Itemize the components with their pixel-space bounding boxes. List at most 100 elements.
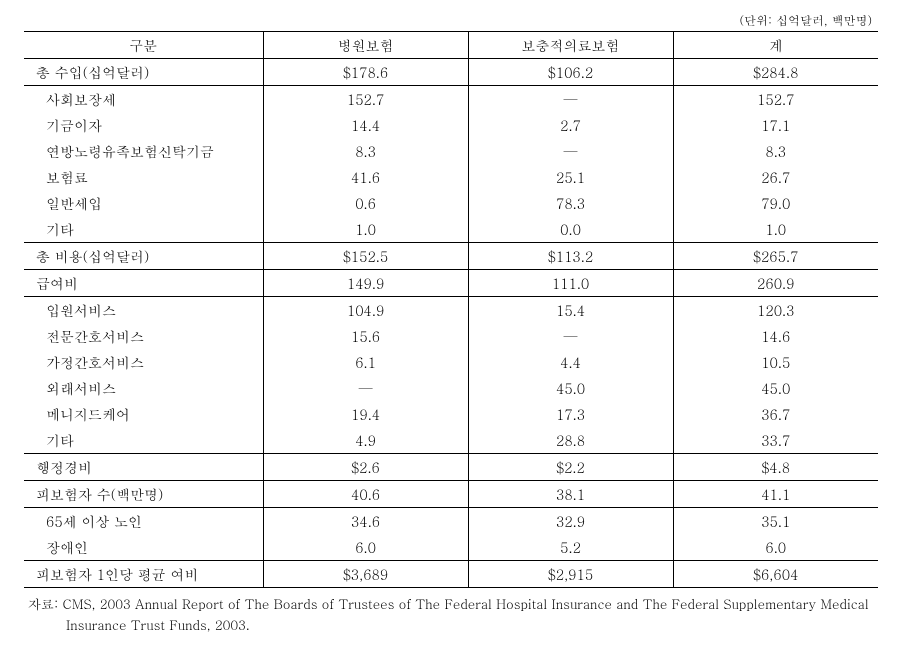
cell-value: 5.2 bbox=[468, 534, 673, 561]
cell-value: $2.6 bbox=[263, 454, 468, 481]
cell-value: $3,689 bbox=[263, 561, 468, 588]
cell-value: — bbox=[468, 86, 673, 113]
cell-value: 19.4 bbox=[263, 401, 468, 427]
cell-value: 15.6 bbox=[263, 323, 468, 349]
row-label: 피보험자 1인당 평균 여비 bbox=[24, 561, 263, 588]
row-label: 총 비용(십억달러) bbox=[24, 243, 263, 270]
cell-value: 41.1 bbox=[673, 481, 878, 508]
cell-value: 4.9 bbox=[263, 427, 468, 454]
table-body: 총 수입(십억달러)$178.6$106.2$284.8사회보장세152.7—1… bbox=[24, 59, 878, 588]
cell-value: 45.0 bbox=[673, 375, 878, 401]
table-row: 일반세입0.678.379.0 bbox=[24, 190, 878, 216]
table-row: 입원서비스104.915.4120.3 bbox=[24, 297, 878, 324]
source-note: 자료: CMS, 2003 Annual Report of The Board… bbox=[24, 594, 878, 636]
row-label: 장애인 bbox=[24, 534, 263, 561]
cell-value: $113.2 bbox=[468, 243, 673, 270]
cell-value: 0.6 bbox=[263, 190, 468, 216]
table-row: 65세 이상 노인34.632.935.1 bbox=[24, 508, 878, 535]
cell-value: 45.0 bbox=[468, 375, 673, 401]
table-row: 기타1.00.01.0 bbox=[24, 216, 878, 243]
cell-value: $284.8 bbox=[673, 59, 878, 86]
cell-value: 14.6 bbox=[673, 323, 878, 349]
unit-note: (단위: 십억달러, 백만명) bbox=[24, 12, 878, 29]
cell-value: 152.7 bbox=[673, 86, 878, 113]
row-label: 일반세입 bbox=[24, 190, 263, 216]
data-table: 구분 병원보험 보충적의료보험 계 총 수입(십억달러)$178.6$106.2… bbox=[24, 31, 878, 588]
cell-value: 6.1 bbox=[263, 349, 468, 375]
row-label: 피보험자 수(백만명) bbox=[24, 481, 263, 508]
row-label: 가정간호서비스 bbox=[24, 349, 263, 375]
cell-value: 2.7 bbox=[468, 112, 673, 138]
row-label: 기타 bbox=[24, 216, 263, 243]
cell-value: 34.6 bbox=[263, 508, 468, 535]
cell-value: 17.1 bbox=[673, 112, 878, 138]
cell-value: 41.6 bbox=[263, 164, 468, 190]
table-row: 가정간호서비스6.14.410.5 bbox=[24, 349, 878, 375]
cell-value: $2.2 bbox=[468, 454, 673, 481]
col-header-label: 구분 bbox=[24, 32, 263, 59]
table-row: 총 수입(십억달러)$178.6$106.2$284.8 bbox=[24, 59, 878, 86]
cell-value: $152.5 bbox=[263, 243, 468, 270]
cell-value: 32.9 bbox=[468, 508, 673, 535]
row-label: 입원서비스 bbox=[24, 297, 263, 324]
cell-value: 8.3 bbox=[673, 138, 878, 164]
cell-value: $2,915 bbox=[468, 561, 673, 588]
cell-value: 4.4 bbox=[468, 349, 673, 375]
cell-value: 260.9 bbox=[673, 270, 878, 297]
cell-value: 6.0 bbox=[673, 534, 878, 561]
cell-value: 120.3 bbox=[673, 297, 878, 324]
cell-value: — bbox=[468, 138, 673, 164]
cell-value: 17.3 bbox=[468, 401, 673, 427]
table-row: 보험료41.625.126.7 bbox=[24, 164, 878, 190]
row-label: 행정경비 bbox=[24, 454, 263, 481]
cell-value: 104.9 bbox=[263, 297, 468, 324]
table-row: 메니지드케어19.417.336.7 bbox=[24, 401, 878, 427]
cell-value: 78.3 bbox=[468, 190, 673, 216]
row-label: 기금이자 bbox=[24, 112, 263, 138]
row-label: 외래서비스 bbox=[24, 375, 263, 401]
cell-value: — bbox=[468, 323, 673, 349]
cell-value: $106.2 bbox=[468, 59, 673, 86]
cell-value: $6,604 bbox=[673, 561, 878, 588]
table-row: 행정경비$2.6$2.2$4.8 bbox=[24, 454, 878, 481]
cell-value: $265.7 bbox=[673, 243, 878, 270]
cell-value: 36.7 bbox=[673, 401, 878, 427]
row-label: 총 수입(십억달러) bbox=[24, 59, 263, 86]
cell-value: — bbox=[263, 375, 468, 401]
cell-value: 10.5 bbox=[673, 349, 878, 375]
row-label: 65세 이상 노인 bbox=[24, 508, 263, 535]
cell-value: 15.4 bbox=[468, 297, 673, 324]
cell-value: 1.0 bbox=[263, 216, 468, 243]
row-label: 급여비 bbox=[24, 270, 263, 297]
header-row: 구분 병원보험 보충적의료보험 계 bbox=[24, 32, 878, 59]
cell-value: 152.7 bbox=[263, 86, 468, 113]
cell-value: 28.8 bbox=[468, 427, 673, 454]
cell-value: 33.7 bbox=[673, 427, 878, 454]
row-label: 메니지드케어 bbox=[24, 401, 263, 427]
cell-value: 1.0 bbox=[673, 216, 878, 243]
col-header-2: 보충적의료보험 bbox=[468, 32, 673, 59]
cell-value: 8.3 bbox=[263, 138, 468, 164]
cell-value: 111.0 bbox=[468, 270, 673, 297]
table-row: 총 비용(십억달러)$152.5$113.2$265.7 bbox=[24, 243, 878, 270]
cell-value: 14.4 bbox=[263, 112, 468, 138]
col-header-3: 계 bbox=[673, 32, 878, 59]
source-text: CMS, 2003 Annual Report of The Boards of… bbox=[63, 594, 869, 634]
cell-value: 0.0 bbox=[468, 216, 673, 243]
row-label: 기타 bbox=[24, 427, 263, 454]
cell-value: 6.0 bbox=[263, 534, 468, 561]
col-header-1: 병원보험 bbox=[263, 32, 468, 59]
row-label: 연방노령유족보험신탁기금 bbox=[24, 138, 263, 164]
cell-value: 40.6 bbox=[263, 481, 468, 508]
table-row: 급여비149.9111.0260.9 bbox=[24, 270, 878, 297]
cell-value: 35.1 bbox=[673, 508, 878, 535]
table-row: 연방노령유족보험신탁기금8.3—8.3 bbox=[24, 138, 878, 164]
table-row: 피보험자 수(백만명)40.638.141.1 bbox=[24, 481, 878, 508]
row-label: 보험료 bbox=[24, 164, 263, 190]
table-row: 피보험자 1인당 평균 여비$3,689$2,915$6,604 bbox=[24, 561, 878, 588]
table-row: 기타4.928.833.7 bbox=[24, 427, 878, 454]
cell-value: 38.1 bbox=[468, 481, 673, 508]
table-row: 외래서비스—45.045.0 bbox=[24, 375, 878, 401]
cell-value: 149.9 bbox=[263, 270, 468, 297]
table-row: 사회보장세152.7—152.7 bbox=[24, 86, 878, 113]
